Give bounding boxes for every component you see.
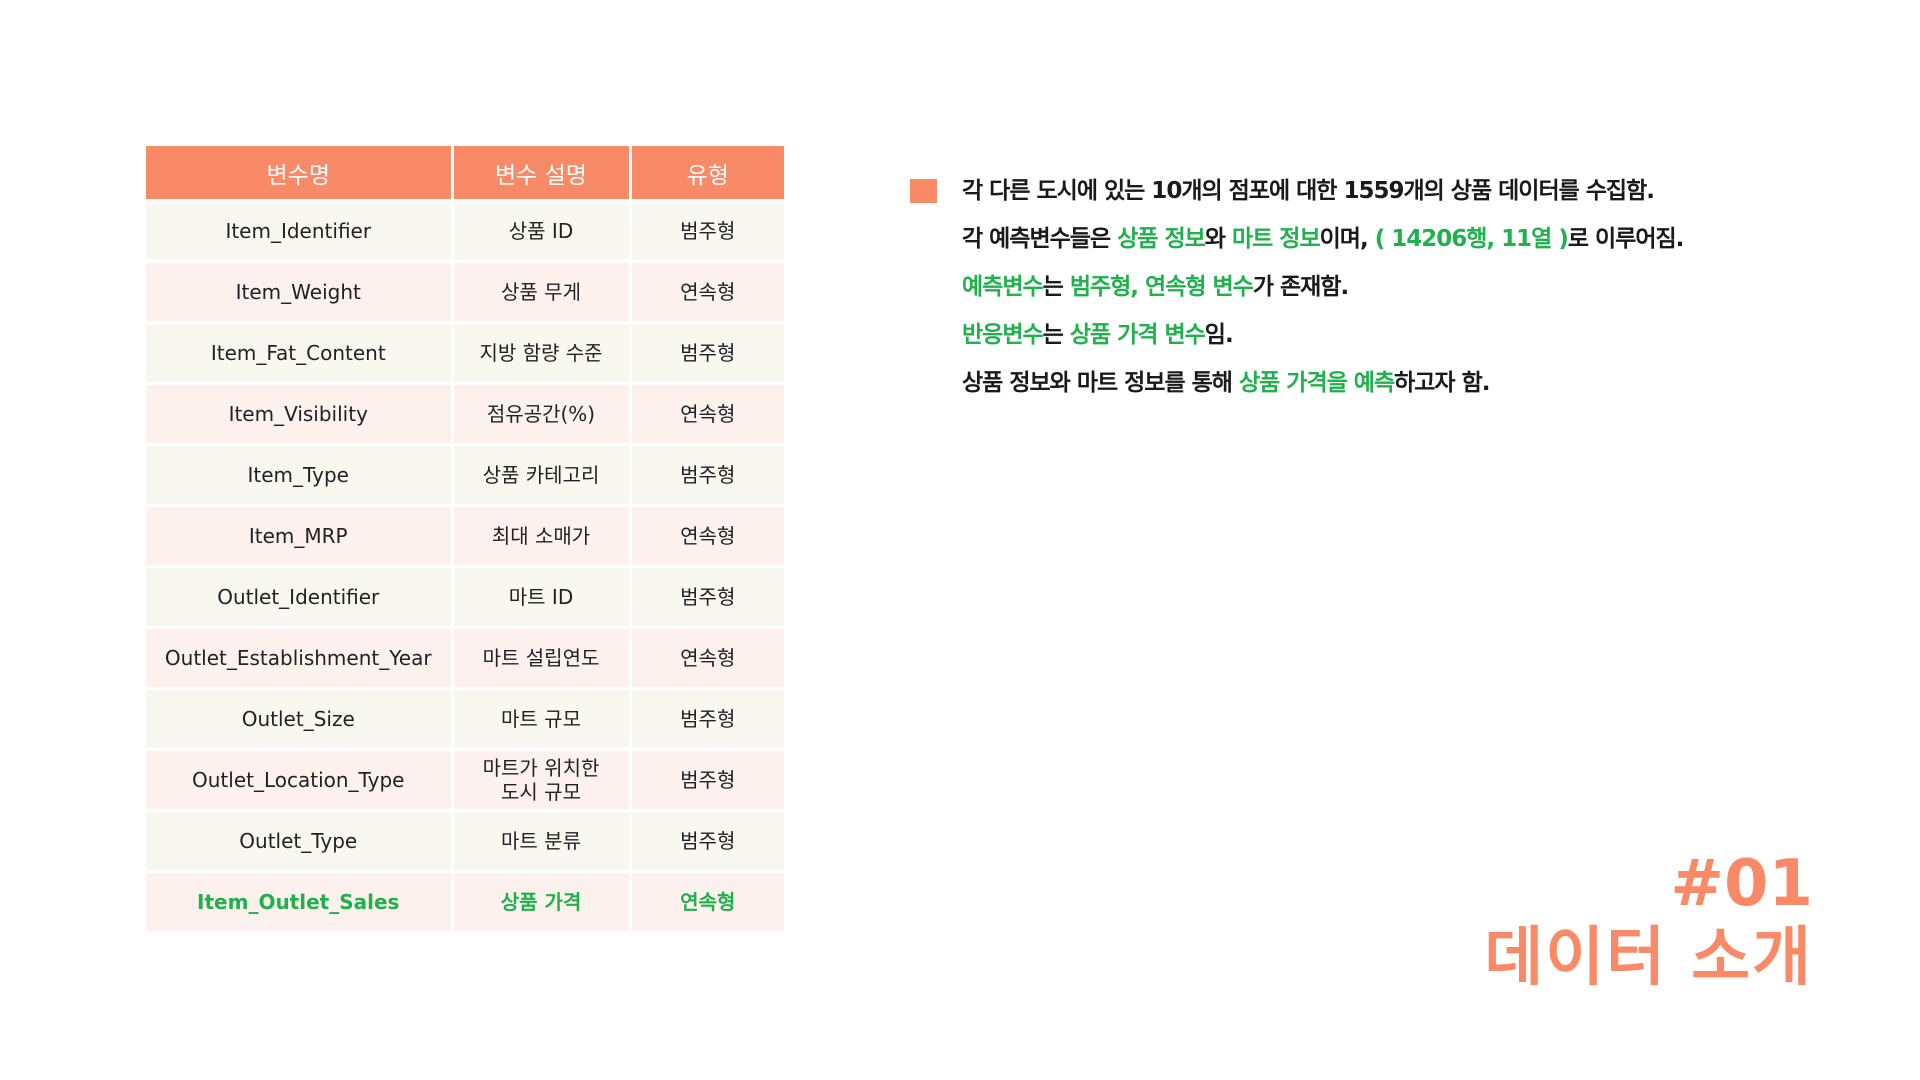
cell-variable-description: 상품 가격 bbox=[452, 871, 632, 934]
description-text: 상품 정보와 마트 정보를 통해 bbox=[962, 370, 1239, 396]
cell-variable-name: Item_Fat_Content bbox=[146, 322, 454, 385]
cell-variable-name: Item_Visibility bbox=[146, 383, 454, 446]
cell-variable-type: 연속형 bbox=[630, 505, 784, 568]
cell-variable-name: Outlet_Establishment_Year bbox=[146, 627, 454, 690]
cell-variable-description: 상품 카테고리 bbox=[452, 444, 632, 507]
cell-variable-type: 범주형 bbox=[630, 566, 784, 629]
cell-variable-description: 상품 무게 bbox=[452, 261, 632, 324]
cell-variable-description: 지방 함량 수준 bbox=[452, 322, 632, 385]
highlight-text: ( 14206행, 11열 ) bbox=[1374, 226, 1569, 252]
cell-variable-name: Item_MRP bbox=[146, 505, 454, 568]
cell-variable-description: 상품 ID bbox=[452, 200, 632, 263]
cell-variable-name: Item_Outlet_Sales bbox=[146, 871, 454, 934]
cell-variable-type: 범주형 bbox=[630, 444, 784, 507]
description-text: 는 bbox=[1042, 322, 1070, 348]
cell-variable-description: 점유공간(%) bbox=[452, 383, 632, 446]
description-text: 임. bbox=[1204, 322, 1234, 348]
table-row: Outlet_Location_Type 마트가 위치한 도시 규모 범주형 bbox=[146, 749, 784, 812]
cell-variable-name: Item_Weight bbox=[146, 261, 454, 324]
variable-table: 변수명 변수 설명 유형 Item_Identifier 상품 ID 범주형 I… bbox=[146, 146, 784, 934]
cell-variable-description: 마트 설립연도 bbox=[452, 627, 632, 690]
table-row: Outlet_Identifier 마트 ID 범주형 bbox=[146, 566, 784, 629]
header-variable-type: 유형 bbox=[630, 146, 784, 202]
table-row: Outlet_Size 마트 규모 범주형 bbox=[146, 688, 784, 751]
highlight-text: 마트 정보 bbox=[1231, 226, 1321, 252]
table-row: Item_Identifier 상품 ID 범주형 bbox=[146, 200, 784, 263]
cell-variable-name: Outlet_Size bbox=[146, 688, 454, 751]
cell-variable-description: 마트가 위치한 도시 규모 bbox=[452, 749, 632, 812]
cell-variable-type: 범주형 bbox=[630, 200, 784, 263]
header-variable-name: 변수명 bbox=[146, 146, 454, 202]
cell-variable-type: 범주형 bbox=[630, 322, 784, 385]
description-text: 하고자 함. bbox=[1394, 370, 1490, 396]
description-block: 각 다른 도시에 있는 10개의 점포에 대한 1559개의 상품 데이터를 수… bbox=[962, 167, 1862, 407]
highlight-text: 반응변수 bbox=[962, 322, 1044, 348]
description-line-3: 예측변수는 범주형, 연속형 변수가 존재함. bbox=[962, 263, 1862, 311]
table-row: Item_Weight 상품 무게 연속형 bbox=[146, 261, 784, 324]
cell-variable-name: Outlet_Location_Type bbox=[146, 749, 454, 812]
highlight-text: 상품 가격 변수 bbox=[1069, 322, 1206, 348]
description-text: 는 bbox=[1042, 274, 1070, 300]
cell-variable-name: Item_Type bbox=[146, 444, 454, 507]
table-row: Outlet_Type 마트 분류 범주형 bbox=[146, 810, 784, 873]
cell-variable-type: 연속형 bbox=[630, 383, 784, 446]
cell-variable-name: Item_Identifier bbox=[146, 200, 454, 263]
highlight-text: 범주형, 연속형 변수 bbox=[1069, 274, 1254, 300]
highlight-text: 예측변수 bbox=[962, 274, 1044, 300]
description-text: 각 예측변수들은 bbox=[962, 226, 1118, 252]
table-row-target: Item_Outlet_Sales 상품 가격 연속형 bbox=[146, 871, 784, 934]
table-row: Item_MRP 최대 소매가 연속형 bbox=[146, 505, 784, 568]
cell-variable-name: Outlet_Type bbox=[146, 810, 454, 873]
cell-variable-description: 마트 분류 bbox=[452, 810, 632, 873]
description-text: 와 bbox=[1204, 226, 1232, 252]
description-text: 로 이루어짐. bbox=[1567, 226, 1685, 252]
description-text: 이며, bbox=[1319, 226, 1375, 252]
cell-variable-type: 범주형 bbox=[630, 749, 784, 812]
header-variable-description: 변수 설명 bbox=[452, 146, 632, 202]
description-line-2: 각 예측변수들은 상품 정보와 마트 정보이며, ( 14206행, 11열 )… bbox=[962, 215, 1862, 263]
description-text: 가 존재함. bbox=[1252, 274, 1349, 300]
cell-variable-description: 마트 규모 bbox=[452, 688, 632, 751]
bullet-square-icon bbox=[910, 179, 937, 203]
cell-variable-type: 범주형 bbox=[630, 810, 784, 873]
description-line-1: 각 다른 도시에 있는 10개의 점포에 대한 1559개의 상품 데이터를 수… bbox=[962, 167, 1862, 215]
cell-variable-type: 연속형 bbox=[630, 261, 784, 324]
description-line-5: 상품 정보와 마트 정보를 통해 상품 가격을 예측하고자 함. bbox=[962, 359, 1862, 407]
section-title: 데이터 소개 bbox=[1484, 921, 1813, 995]
table-row: Item_Type 상품 카테고리 범주형 bbox=[146, 444, 784, 507]
highlight-text: 상품 가격을 예측 bbox=[1238, 370, 1395, 396]
cell-variable-description: 마트 ID bbox=[452, 566, 632, 629]
highlight-text: 상품 정보 bbox=[1117, 226, 1206, 252]
table-row: Item_Fat_Content 지방 함량 수준 범주형 bbox=[146, 322, 784, 385]
cell-variable-type: 범주형 bbox=[630, 688, 784, 751]
table-row: Item_Visibility 점유공간(%) 연속형 bbox=[146, 383, 784, 446]
cell-variable-type: 연속형 bbox=[630, 627, 784, 690]
description-text: 각 다른 도시에 있는 10개의 점포에 대한 1559개의 상품 데이터를 수… bbox=[962, 178, 1655, 204]
table-header-row: 변수명 변수 설명 유형 bbox=[146, 146, 784, 202]
description-line-4: 반응변수는 상품 가격 변수임. bbox=[962, 311, 1862, 359]
cell-variable-name: Outlet_Identifier bbox=[146, 566, 454, 629]
section-number: #01 bbox=[1670, 847, 1813, 921]
cell-variable-type: 연속형 bbox=[630, 871, 784, 934]
table-row: Outlet_Establishment_Year 마트 설립연도 연속형 bbox=[146, 627, 784, 690]
cell-variable-description: 최대 소매가 bbox=[452, 505, 632, 568]
